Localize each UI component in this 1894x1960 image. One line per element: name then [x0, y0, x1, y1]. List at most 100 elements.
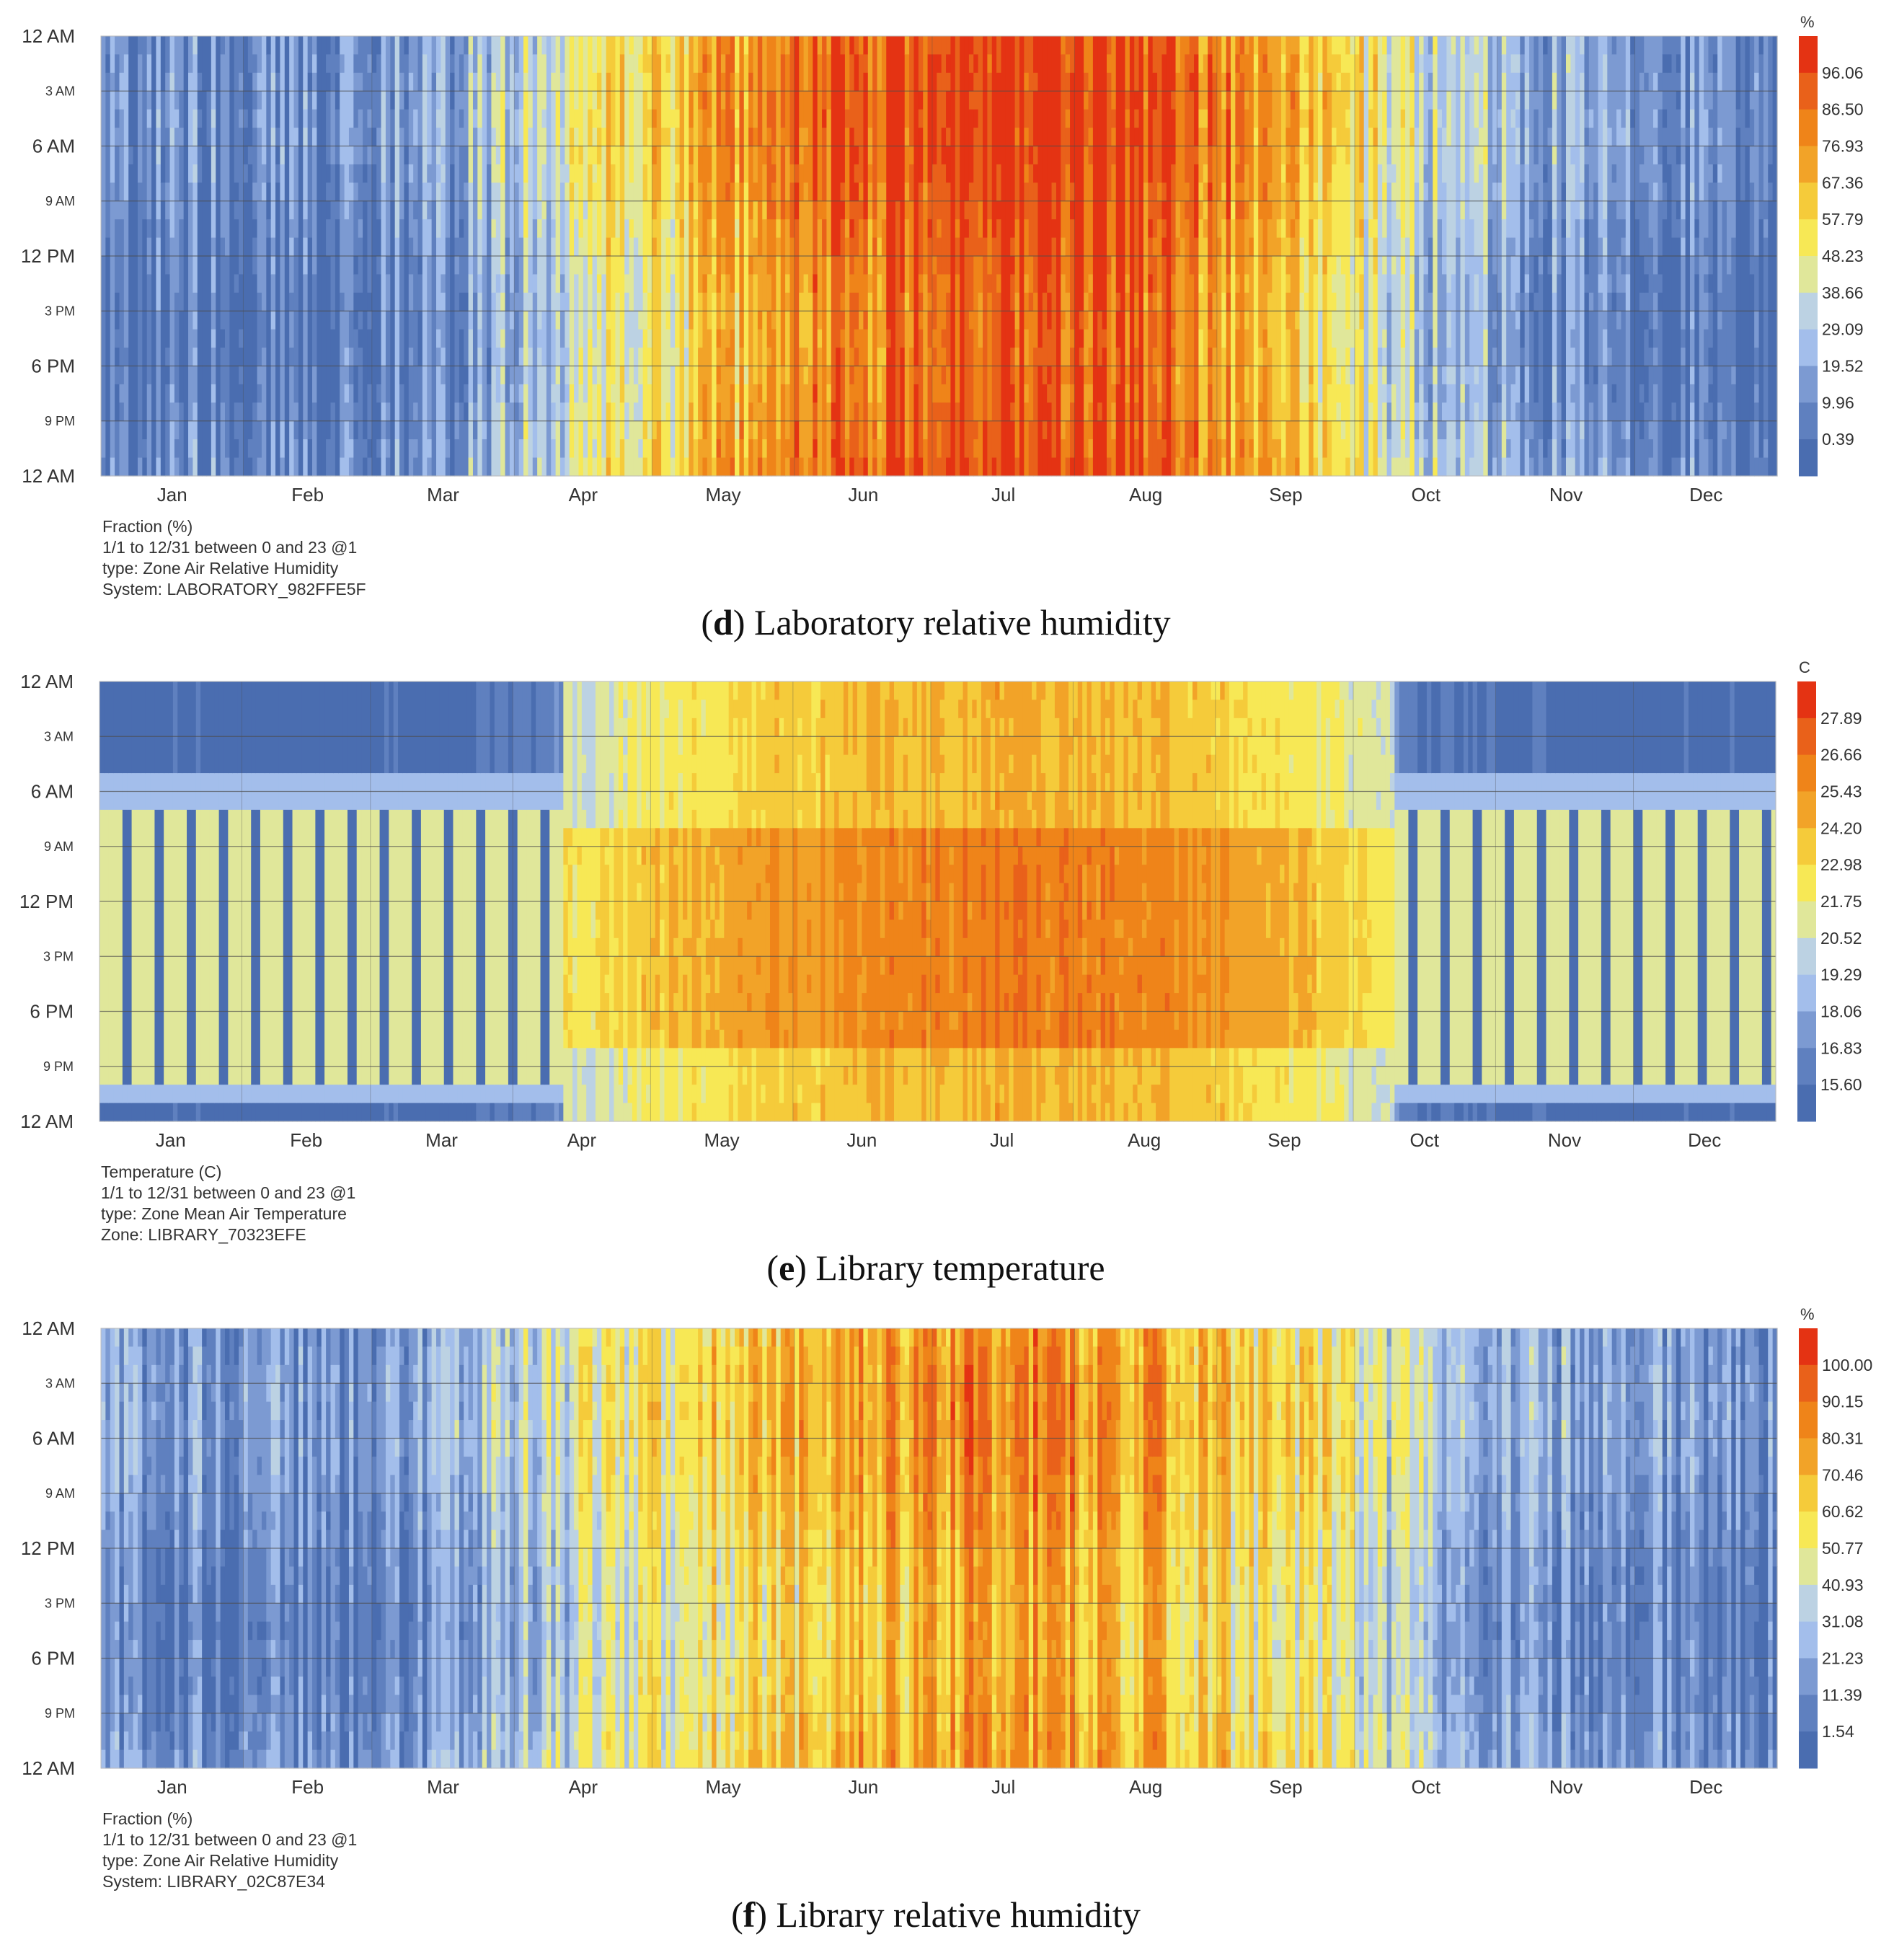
heatmap-cell [210, 1085, 215, 1103]
heatmap-cell [1018, 975, 1023, 1012]
heatmap-cell [1171, 91, 1176, 110]
heatmap-cell [1442, 128, 1447, 183]
heatmap-cell [1689, 1103, 1694, 1122]
heatmap-cell [1285, 73, 1291, 92]
heatmap-cell [1676, 201, 1681, 220]
heatmap-cell [1386, 681, 1391, 829]
heatmap-cell [565, 201, 570, 293]
heatmap-cell [804, 366, 809, 385]
heatmap-cell [1762, 1085, 1767, 1103]
heatmap-cell [1257, 681, 1262, 829]
heatmap-cell [1247, 1048, 1252, 1103]
heatmap-cell [1194, 421, 1199, 458]
heatmap-cell [1511, 238, 1516, 257]
heatmap-cell [1520, 73, 1525, 165]
heatmap-cell [1717, 128, 1722, 146]
heatmap-cell [886, 348, 891, 477]
heatmap-cell [389, 681, 394, 774]
heatmap-cell [1394, 1085, 1399, 1103]
heatmap-cell [1681, 330, 1686, 348]
heatmap-cell [710, 1048, 715, 1121]
heatmap-cell [1708, 384, 1713, 403]
heatmap-cell [1562, 182, 1567, 201]
heatmap-cell [725, 146, 730, 183]
heatmap-cell [1382, 330, 1387, 348]
heatmap-cell [973, 458, 978, 477]
heatmap-cell [1652, 1085, 1657, 1103]
heatmap-cell [1368, 110, 1373, 128]
heatmap-cell [1754, 311, 1759, 348]
heatmap-cell [735, 36, 740, 73]
heatmap-cell [528, 293, 533, 312]
heatmap-cell [1293, 1030, 1298, 1049]
heatmap-cell [1336, 36, 1341, 55]
heatmap-cell [665, 293, 671, 312]
heatmap-cell [1041, 1048, 1046, 1067]
heatmap-cell [345, 36, 350, 220]
heatmap-cell [1690, 110, 1695, 128]
heatmap-cell [643, 201, 648, 293]
heatmap-cell [1198, 330, 1203, 366]
heatmap-cell [233, 1085, 238, 1103]
heatmap-cell [1202, 1048, 1207, 1121]
heatmap-cell [177, 681, 182, 774]
heatmap-cell [1161, 219, 1167, 238]
heatmap-cell [436, 110, 441, 128]
heatmap-cell [294, 439, 299, 476]
heatmap-cell [1157, 182, 1162, 201]
heatmap-cell [1665, 1085, 1670, 1103]
heatmap-cell [311, 810, 316, 1085]
heatmap-cell [1500, 681, 1505, 774]
heatmap-cell [1258, 421, 1263, 458]
heatmap-cell [1231, 458, 1236, 477]
heatmap-cell [1679, 1103, 1684, 1122]
heatmap-cell [477, 348, 482, 366]
heatmap-cell [863, 366, 868, 459]
heatmap-cell [1424, 36, 1429, 165]
heatmap-cell [490, 810, 495, 1085]
heatmap-cell [1197, 1048, 1202, 1121]
metadata-line: 1/1 to 12/31 between 0 and 23 @1 [102, 538, 357, 557]
heatmap-cell [946, 36, 951, 55]
heatmap-cell [776, 238, 781, 257]
heatmap-cell [1601, 681, 1606, 774]
heatmap-cell [1686, 36, 1691, 128]
metadata-line: System: LABORATORY_982FFE5F [102, 580, 366, 599]
heatmap-cell [1096, 919, 1101, 956]
heatmap-cell [312, 128, 317, 146]
heatmap-cell [308, 73, 313, 92]
heatmap-cell [136, 681, 141, 774]
heatmap-cell [556, 311, 561, 330]
heatmap-cell [739, 421, 744, 440]
heatmap-cell [413, 421, 418, 440]
heatmap-cell [514, 110, 519, 146]
heatmap-cell [804, 182, 809, 275]
heatmap-cell [701, 1103, 706, 1122]
heatmap-cell [919, 274, 924, 293]
heatmap-cell [1234, 1048, 1239, 1121]
heatmap-cell [1295, 182, 1300, 201]
heatmap-cell [219, 1085, 224, 1103]
heatmap-cell [797, 1085, 802, 1103]
heatmap-cell [876, 681, 881, 811]
heatmap-cell [1032, 828, 1037, 1049]
heatmap-cell [804, 91, 809, 128]
heatmap-cell [807, 919, 812, 956]
heatmap-cell [1644, 274, 1649, 293]
heatmap-cell [1270, 1048, 1275, 1121]
heatmap-cell [684, 330, 689, 348]
heatmap-cell [560, 311, 565, 348]
heatmap-cell [802, 681, 807, 829]
x-tick-label: Jul [991, 484, 1015, 506]
heatmap-cell [752, 810, 757, 829]
heatmap-cell [1353, 901, 1358, 920]
heatmap-cell [932, 330, 937, 348]
heatmap-cell [1766, 1085, 1771, 1103]
heatmap-cell [992, 238, 997, 459]
heatmap-cell [1176, 366, 1181, 385]
heatmap-cell [182, 1103, 187, 1122]
heatmap-cell [1649, 330, 1654, 348]
heatmap-cell [1612, 36, 1617, 55]
heatmap-cell [857, 865, 862, 883]
heatmap-cell [1725, 681, 1730, 774]
